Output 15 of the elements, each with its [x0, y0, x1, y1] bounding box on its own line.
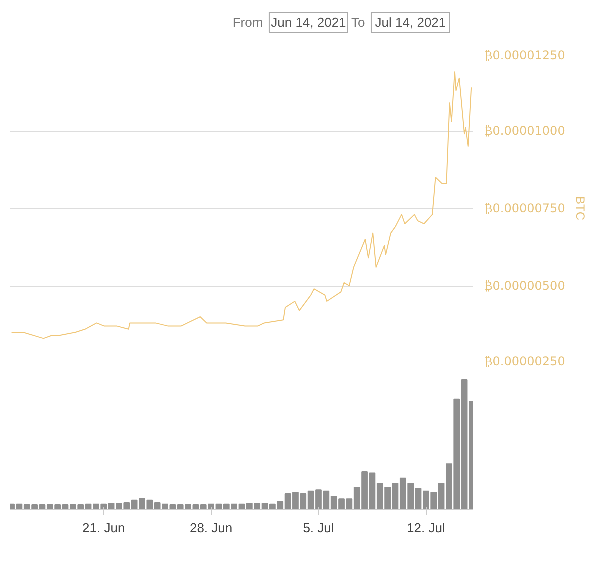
x-tick-label: 21. Jun: [82, 520, 126, 536]
text: Jul 14, 2021: [375, 15, 446, 30]
y-tick-label: ₿0.00001250: [484, 48, 566, 62]
y-tick-label: ₿0.00000250: [484, 354, 566, 368]
text: Jun 14, 2021: [271, 15, 346, 30]
y-tick-label: ₿0.00000750: [484, 202, 566, 216]
text: To: [351, 15, 366, 30]
y-tick-label: ₿0.00000500: [484, 279, 566, 293]
line-series: [11, 72, 472, 340]
y-axis-title: BTC: [573, 196, 588, 221]
x-tick-label: 5. Jul: [303, 520, 334, 536]
y-tick-label: ₿0.00001000: [484, 124, 566, 138]
text: From: [232, 15, 264, 30]
x-tick-label: 28. Jun: [190, 520, 233, 536]
x-tick-label: 12. Jul: [407, 520, 446, 536]
